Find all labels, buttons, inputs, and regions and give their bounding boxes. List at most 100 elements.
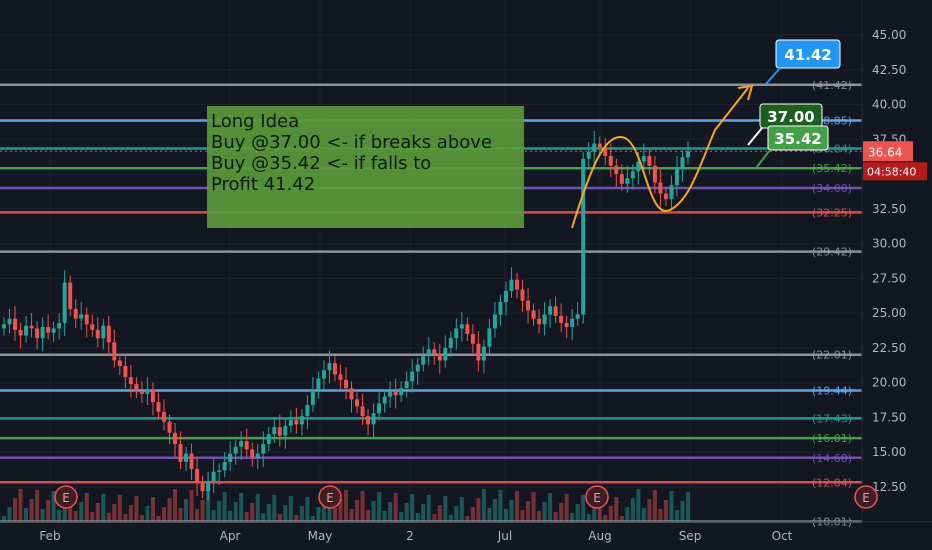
volume-bar <box>630 498 635 522</box>
volume-bar <box>73 511 78 522</box>
price-tick-label: 45.00 <box>872 28 906 42</box>
volume-bar <box>355 500 360 522</box>
candle-body <box>167 421 172 433</box>
projection-arc[interactable] <box>571 87 749 229</box>
time-tick-label: Sep <box>679 529 702 543</box>
candle-body <box>305 404 310 417</box>
candle-body <box>222 461 227 471</box>
earnings-marker[interactable] <box>854 485 878 509</box>
candle-body <box>658 182 663 194</box>
candle-body <box>509 279 514 291</box>
time-axis[interactable]: Feb Apr May 2 Jul Aug Sep Oct <box>0 521 932 543</box>
volume-bar <box>266 504 271 522</box>
candle-body <box>680 157 685 169</box>
price-tag[interactable] <box>775 39 841 69</box>
candle-body <box>239 441 244 447</box>
volume-bar <box>35 490 40 522</box>
volume-bar <box>515 491 519 522</box>
volume-bar <box>332 508 337 522</box>
projection-arrowhead <box>737 84 754 101</box>
volume-bar <box>371 501 376 522</box>
level-label: (12.84) <box>812 476 852 489</box>
candle-body <box>13 318 18 330</box>
candle-body <box>465 324 470 335</box>
volume-bar <box>261 513 266 522</box>
volume-bar <box>410 494 415 522</box>
candle-body <box>515 279 519 290</box>
candle-body <box>189 453 194 469</box>
volume-bar <box>481 489 486 522</box>
volume-bar <box>211 510 216 522</box>
price-tags[interactable]: 41.42 37.00 35.42 <box>747 39 841 169</box>
note-line-3: Buy @35.42 <- if falls to <box>211 153 432 174</box>
time-tick-label: Feb <box>39 529 60 543</box>
volume-bar <box>641 508 646 522</box>
volume-bar <box>189 490 194 522</box>
candle-body <box>24 325 29 336</box>
volume-bar <box>476 498 481 522</box>
volume-bar <box>421 504 426 522</box>
volume-bar <box>294 515 299 522</box>
level-label: (35.42) <box>812 162 852 175</box>
candle-body <box>338 374 343 380</box>
volume-bar <box>404 503 409 522</box>
candle-body <box>150 389 155 403</box>
volume-bar <box>206 491 211 522</box>
candle-body <box>106 325 111 343</box>
volume-bar <box>338 499 343 522</box>
volume-bar <box>509 500 514 522</box>
candle-body <box>349 388 354 400</box>
drawings[interactable] <box>571 84 754 229</box>
candle-body <box>542 314 547 325</box>
note-line-2: Buy @37.00 <- if breaks above <box>211 132 492 153</box>
price-tick-label: 12.50 <box>872 480 906 494</box>
candle-body <box>272 427 277 435</box>
candle-body <box>46 327 51 333</box>
time-tick-label: Oct <box>772 529 793 543</box>
volume-bar <box>377 492 382 522</box>
volume-bar <box>459 497 464 522</box>
candle-body <box>630 171 635 179</box>
candle-body <box>592 143 597 152</box>
candle-body <box>581 158 586 315</box>
volume-bar <box>437 505 442 522</box>
horizontal-levels[interactable]: (41.42)(38.85)(36.84)(35.42)(34.00)(32.2… <box>0 79 862 529</box>
earnings-marker-label: E <box>62 491 70 505</box>
earnings-marker[interactable] <box>585 485 609 509</box>
candle-body <box>294 420 299 425</box>
volume-bar <box>288 496 293 522</box>
level-label: (29.42) <box>812 246 852 259</box>
candle-body <box>321 370 326 379</box>
candle-body <box>437 353 442 361</box>
price-tag[interactable] <box>767 125 829 151</box>
candle-body <box>217 470 222 472</box>
volume-bar <box>233 502 238 522</box>
trade-idea-note[interactable]: Long Idea Buy @37.00 <- if breaks above … <box>207 106 524 228</box>
candle-body <box>570 318 575 328</box>
volume-bar <box>112 504 117 522</box>
price-tick-label: 22.50 <box>872 341 906 355</box>
candle-body <box>487 328 492 347</box>
candle-body <box>51 328 56 333</box>
volume-bar <box>608 506 613 522</box>
candle-body <box>355 399 360 407</box>
candle-body <box>432 349 437 354</box>
earnings-marker[interactable] <box>54 485 78 509</box>
candle-body <box>404 381 409 389</box>
earnings-marker[interactable] <box>318 485 342 509</box>
volume-bar <box>443 496 448 522</box>
price-axis[interactable]: 45.0042.5040.0037.5035.0032.5030.0027.50… <box>0 0 927 522</box>
candle-body <box>195 468 200 483</box>
volume-bar <box>360 491 365 522</box>
candle-body <box>597 143 602 148</box>
volume-bar <box>250 503 255 522</box>
candle-body <box>603 147 608 156</box>
volume-bar <box>299 506 304 522</box>
volume-bar <box>487 508 492 522</box>
volume-bar <box>62 501 67 522</box>
candle-body <box>382 396 387 404</box>
volume-bar <box>498 490 503 522</box>
candle-body <box>537 318 542 325</box>
